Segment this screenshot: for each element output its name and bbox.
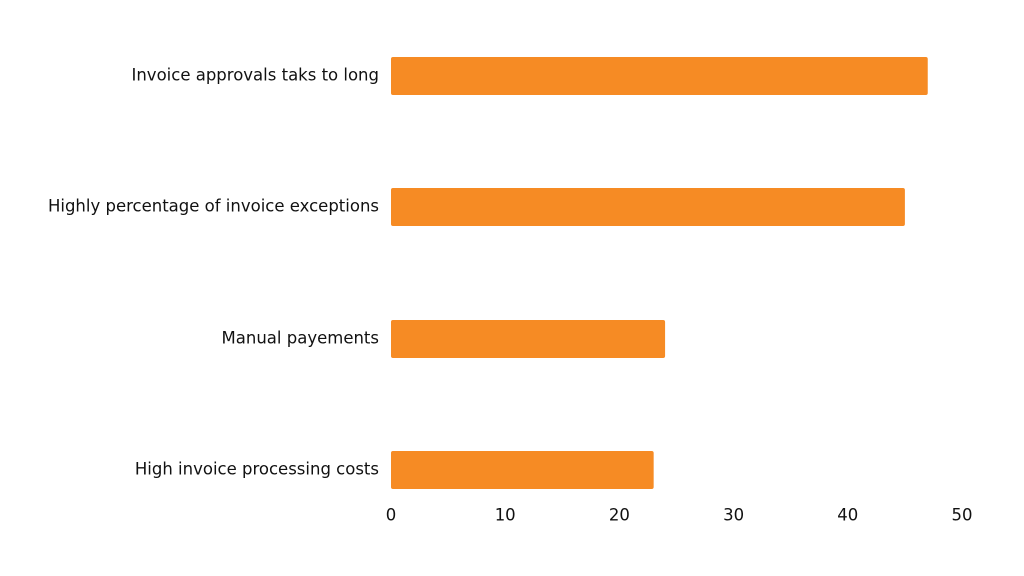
bar-2 xyxy=(391,320,666,358)
bar-0 xyxy=(391,57,928,95)
bar-1 xyxy=(391,188,905,226)
category-label-2: Manual payements xyxy=(222,329,379,348)
x-tick-label-3: 30 xyxy=(723,506,744,525)
bar-3 xyxy=(391,451,654,489)
x-tick-label-5: 50 xyxy=(952,506,973,525)
category-label-0: Invoice approvals taks to long xyxy=(131,66,379,85)
bars-group xyxy=(391,57,928,489)
x-tick-label-1: 10 xyxy=(495,506,516,525)
x-tick-label-4: 40 xyxy=(837,506,858,525)
category-label-1: Highly percentage of invoice exceptions xyxy=(48,197,379,216)
x-axis-ticks: 0 10 20 30 40 50 xyxy=(386,506,973,525)
category-label-3: High invoice processing costs xyxy=(135,460,379,479)
x-tick-label-0: 0 xyxy=(386,506,397,525)
category-labels: Invoice approvals taks to long Highly per… xyxy=(48,66,379,479)
x-tick-label-2: 20 xyxy=(609,506,630,525)
